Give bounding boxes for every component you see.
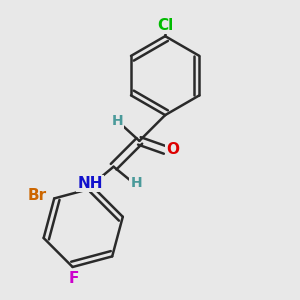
Text: Cl: Cl bbox=[157, 18, 173, 33]
Text: F: F bbox=[69, 271, 79, 286]
Text: H: H bbox=[130, 176, 142, 190]
Text: NH: NH bbox=[77, 176, 103, 191]
Text: O: O bbox=[166, 142, 179, 158]
Text: Br: Br bbox=[28, 188, 47, 203]
Text: H: H bbox=[111, 114, 123, 128]
